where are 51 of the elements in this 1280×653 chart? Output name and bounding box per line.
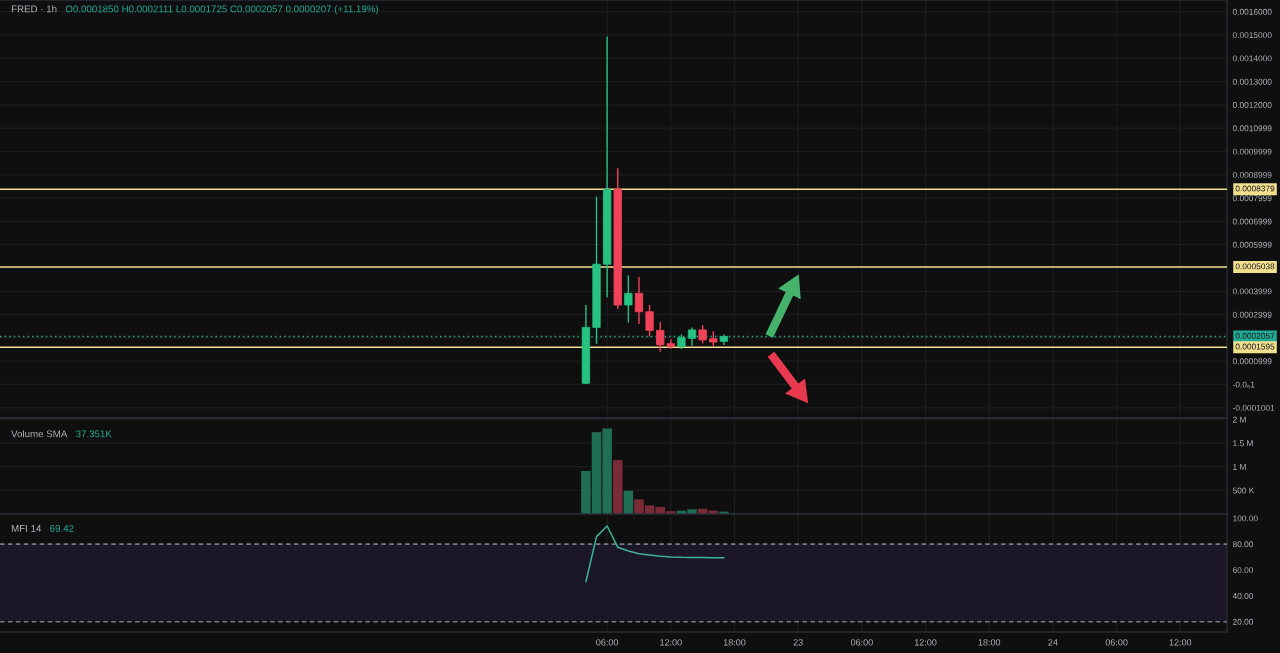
text: Volume SMA: [11, 430, 68, 438]
y-tick-label: 0.0016000: [1232, 8, 1272, 15]
y-tick-label: 0.0003999: [1232, 288, 1272, 295]
annotation: O0.0001850 H0.0002111 L0.0001725 C0.0002057 0.0000207 (+11.19%): [65, 5, 379, 15]
y-tick-label: 0.0000999: [1232, 358, 1272, 365]
bar: [612, 460, 623, 514]
annotation: 69.42: [50, 525, 74, 532]
y-tick-label: -0.0001001: [1232, 404, 1275, 411]
x-tick-label: 06:00: [596, 639, 619, 646]
ref-line-label: 0.0001595: [1235, 343, 1275, 350]
x-tick-label: 12:00: [914, 639, 937, 646]
candlestick: [624, 275, 633, 323]
text: MFI 14: [11, 525, 42, 532]
x-tick-label: 18:00: [978, 639, 1001, 646]
y-tick-label: 0.0008999: [1232, 171, 1272, 178]
y-tick-label: 500 K: [1232, 487, 1255, 494]
y-tick-label: 60.00: [1232, 567, 1254, 574]
y-tick-label: 0.0009999: [1232, 148, 1272, 155]
x-tick-label: 24: [1048, 639, 1058, 646]
x-tick-label: 06:00: [850, 639, 873, 646]
y-tick-label: 80.00: [1232, 541, 1254, 548]
y-tick-label: 0.0010999: [1232, 125, 1272, 132]
y-tick-label: 1 M: [1233, 464, 1246, 470]
x-tick-label: 12:00: [660, 639, 682, 646]
candlestick: [634, 277, 644, 325]
y-tick-label: 0.0005999: [1232, 241, 1272, 248]
ref-line-label: 0.0005038: [1235, 263, 1275, 270]
candlestick: [645, 304, 654, 337]
annotation: 37.351K: [76, 430, 112, 438]
x-tick-label: 12:00: [1169, 639, 1192, 646]
y-tick-label: 20.00: [1232, 618, 1254, 625]
y-tick-label: 0.0012000: [1232, 102, 1272, 108]
line-series: [585, 525, 725, 583]
chart-title: FRED · 1h: [11, 5, 57, 13]
x-tick-label: 23: [793, 639, 803, 646]
y-tick-label: 40.00: [1232, 593, 1254, 599]
y-tick-label: 0.0007999: [1232, 195, 1272, 202]
y-tick-label: 100.00: [1233, 515, 1258, 522]
y-tick-label: 1.5 M: [1233, 440, 1253, 447]
x-tick-label: 06:00: [1105, 639, 1128, 646]
bar: [623, 490, 634, 514]
y-tick-label: 2 M: [1232, 416, 1246, 423]
y-tick-label: 0.0006999: [1232, 218, 1272, 225]
ref-line-label: 0.0008379: [1235, 185, 1275, 192]
y-tick-label: -0.0₆1: [1232, 381, 1255, 389]
y-tick-label: 0.0002999: [1232, 311, 1272, 318]
y-tick-label: 0.0013000: [1232, 78, 1272, 85]
y-tick-label: 0.0014000: [1232, 55, 1272, 62]
y-tick-label: 0.0015000: [1232, 32, 1272, 39]
x-tick-label: 18:00: [723, 639, 746, 646]
ref-line-label: 0.0002057: [1235, 332, 1275, 339]
